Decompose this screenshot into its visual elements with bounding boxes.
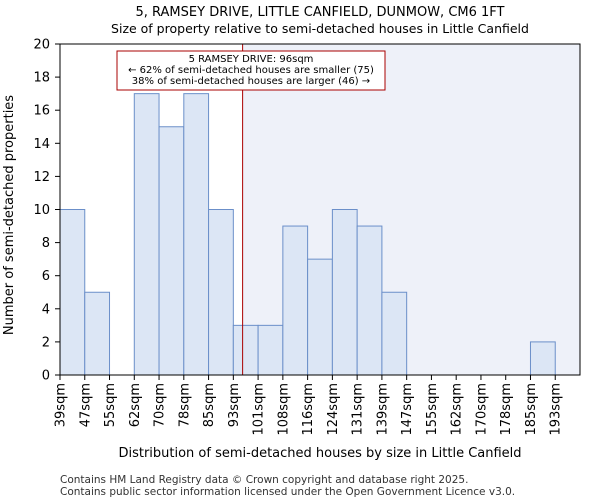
x-tick-label: 101sqm <box>252 383 267 436</box>
x-tick-label: 78sqm <box>177 383 192 427</box>
x-tick-label: 47sqm <box>78 383 93 427</box>
x-tick-label: 139sqm <box>375 383 390 436</box>
annotation-line-1: 5 RAMSEY DRIVE: 96sqm <box>189 54 314 65</box>
bar-39sqm <box>59 209 86 376</box>
bar-47sqm <box>84 291 111 376</box>
bar-62sqm <box>133 93 160 376</box>
x-axis: 39sqm 47sqm 55sqm 62sqm 70sqm 78sqm 85sqm 93sqm… <box>54 375 564 436</box>
x-axis-label: Distribution of semi-detached houses by … <box>118 446 521 461</box>
bar-101sqm <box>257 324 284 376</box>
x-tick-label: 155sqm <box>425 383 440 436</box>
bar-131sqm <box>356 225 383 376</box>
bar-93sqm <box>232 324 259 376</box>
x-tick-label: 193sqm <box>549 383 564 436</box>
bar-70sqm <box>158 126 185 376</box>
x-tick-label: 116sqm <box>301 383 316 436</box>
y-tick-label: 18 <box>33 71 50 86</box>
y-tick-label: 12 <box>33 170 50 185</box>
chart-title: 5, RAMSEY DRIVE, LITTLE CANFIELD, DUNMOW… <box>136 5 505 20</box>
x-tick-label: 147sqm <box>400 383 415 436</box>
bar-78sqm <box>183 93 210 376</box>
bar-124sqm <box>331 209 358 376</box>
x-tick-label: 93sqm <box>227 383 242 427</box>
y-tick-label: 8 <box>42 236 50 251</box>
x-tick-label: 108sqm <box>276 383 291 436</box>
x-tick-label: 162sqm <box>450 383 465 436</box>
y-tick-label: 6 <box>42 269 50 284</box>
y-tick-label: 4 <box>42 302 50 317</box>
x-tick-label: 62sqm <box>128 383 143 427</box>
bar-108sqm <box>282 225 309 376</box>
x-tick-label: 178sqm <box>499 383 514 436</box>
y-tick-label: 16 <box>33 104 50 119</box>
footer-line-2: Contains public sector information licen… <box>60 486 515 498</box>
x-tick-label: 85sqm <box>202 383 217 427</box>
annotation-frame <box>116 50 386 91</box>
x-tick-label: 185sqm <box>524 383 539 436</box>
bars-group <box>59 93 556 376</box>
x-tick-label: 131sqm <box>351 383 366 436</box>
footer-line-1: Contains HM Land Registry data © Crown c… <box>60 474 468 486</box>
annotation-line-2: ← 62% of semi-detached houses are smalle… <box>128 65 374 76</box>
y-tick-label: 20 <box>33 38 50 53</box>
x-tick-label: 170sqm <box>474 383 489 436</box>
y-axis: 0 2 4 6 8 10 12 14 16 18 20 <box>33 38 60 384</box>
y-tick-label: 2 <box>42 335 50 350</box>
x-tick-label: 70sqm <box>153 383 168 427</box>
x-tick-label: 124sqm <box>326 383 341 436</box>
y-tick-label: 0 <box>42 369 50 384</box>
x-tick-label: 39sqm <box>54 383 69 427</box>
annotation-box: 5 RAMSEY DRIVE: 96sqm ← 62% of semi-deta… <box>116 50 386 91</box>
bar-85sqm <box>208 209 234 376</box>
bar-139sqm <box>381 291 408 376</box>
y-tick-label: 10 <box>33 203 50 218</box>
x-tick-label: 55sqm <box>103 383 118 427</box>
bar-116sqm <box>307 258 333 376</box>
y-axis-label: Number of semi-detached properties <box>2 95 17 335</box>
bar-185sqm <box>529 341 556 376</box>
y-tick-label: 14 <box>33 137 50 152</box>
annotation-line-3: 38% of semi-detached houses are larger (… <box>132 76 370 87</box>
chart-subtitle: Size of property relative to semi-detach… <box>111 21 529 36</box>
